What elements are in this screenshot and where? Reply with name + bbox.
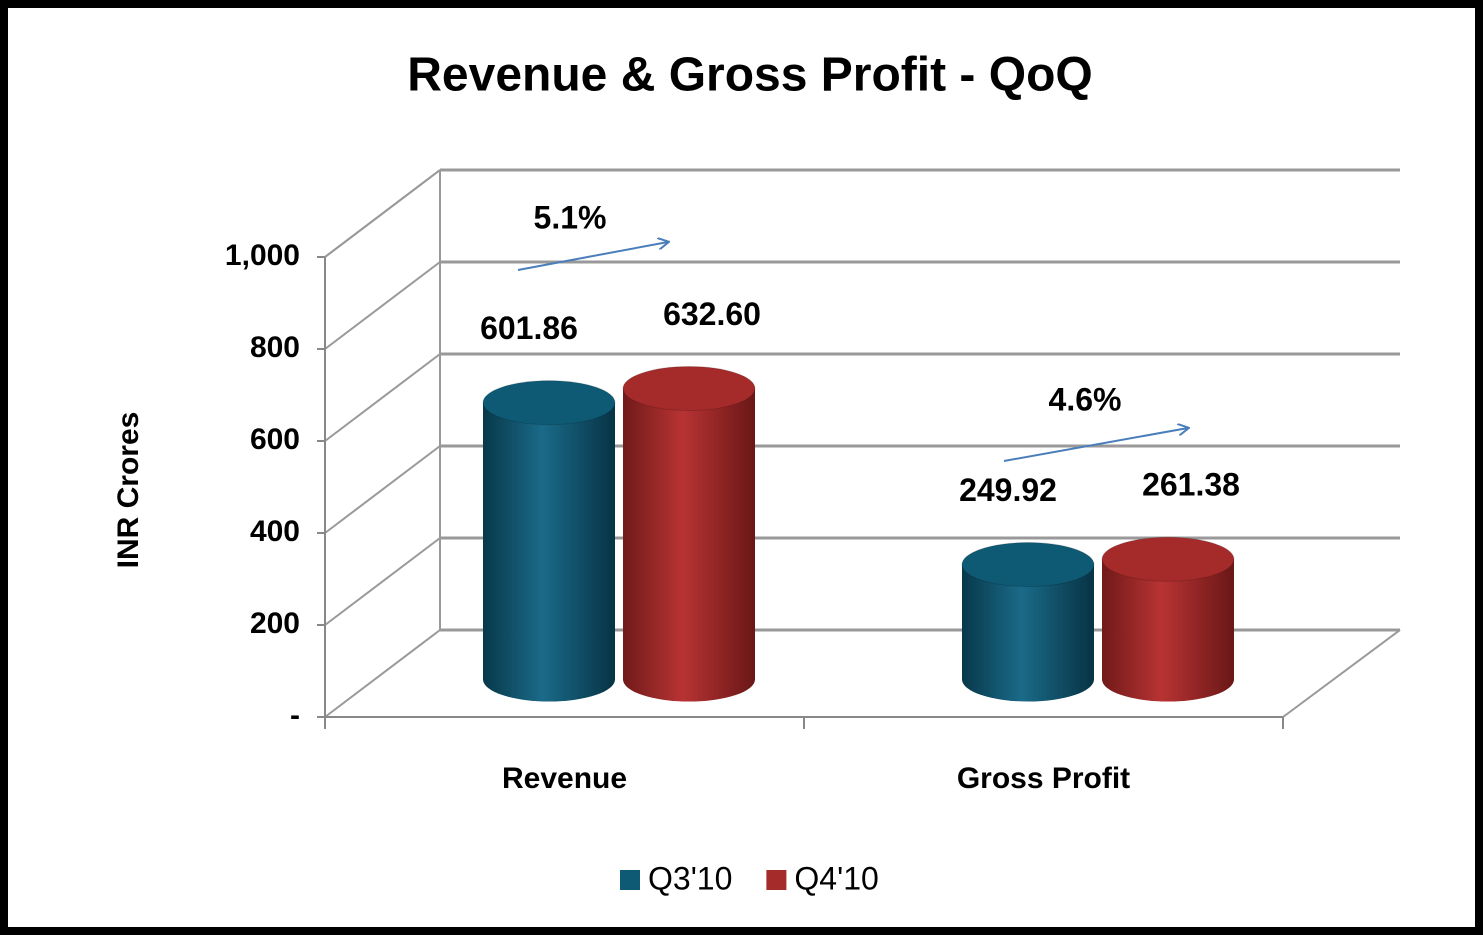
bar (483, 402, 615, 702)
grid-line (324, 261, 441, 350)
grid-line (324, 629, 441, 718)
x-tick-label: Gross Profit (957, 762, 1130, 795)
grid-line (324, 353, 441, 442)
y-tick-label: 400 (250, 515, 300, 548)
legend-swatch (620, 870, 640, 890)
chart-title: Revenue & Gross Profit - QoQ (407, 49, 1092, 102)
data-label: 632.60 (663, 296, 761, 332)
y-tick-label: 1,000 (225, 239, 300, 272)
bar-top (1101, 536, 1235, 582)
y-axis-label: INR Crores (112, 412, 145, 569)
y-tick-label: 800 (250, 331, 300, 364)
bar-top (622, 366, 756, 412)
axis-line (324, 169, 441, 258)
legend-label: Q3'10 (648, 860, 732, 896)
legend-label: Q4'10 (794, 860, 878, 896)
y-tick-label: 600 (250, 423, 300, 456)
data-label: 261.38 (1142, 467, 1240, 503)
data-label: 601.86 (480, 310, 578, 346)
bar-top (961, 542, 1095, 588)
axis-line (1282, 629, 1401, 718)
bar (623, 388, 755, 702)
bar-top (482, 380, 616, 426)
grid-line (324, 445, 441, 534)
bar (962, 564, 1094, 702)
y-tick-label: 200 (250, 607, 300, 640)
bar (1102, 559, 1234, 702)
annotation: 5.1% (534, 199, 607, 235)
grid-line (324, 537, 441, 626)
annotation-arrow (1003, 428, 1188, 462)
annotation-arrow (517, 242, 668, 271)
y-tick-label: - (290, 699, 300, 732)
x-tick-label: Revenue (502, 762, 627, 795)
data-label: 249.92 (959, 472, 1057, 508)
annotation: 4.6% (1049, 381, 1122, 417)
legend-swatch (766, 870, 787, 890)
